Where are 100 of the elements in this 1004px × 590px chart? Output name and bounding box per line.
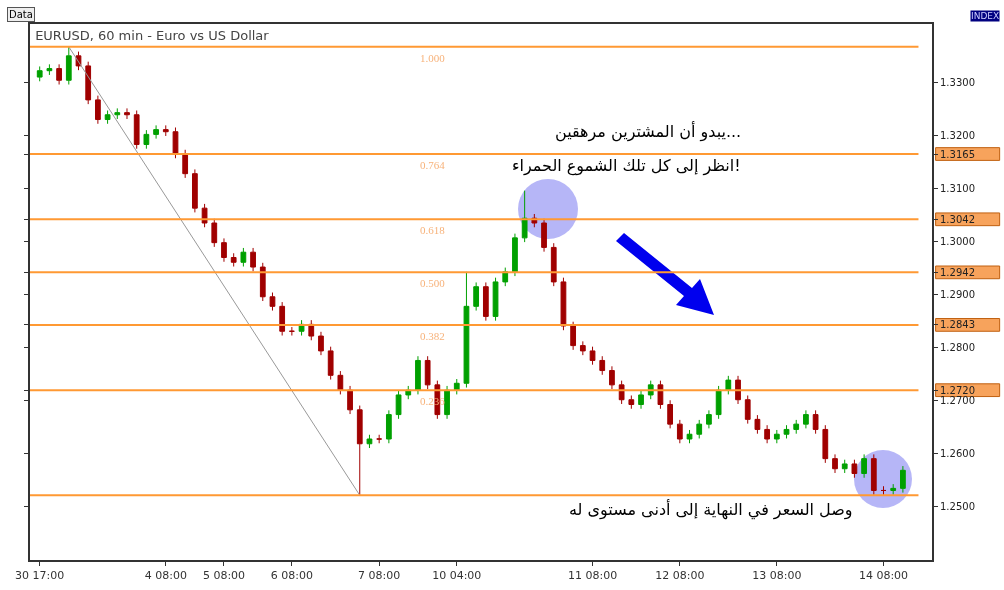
y-tick-label: 1.3042 — [940, 213, 975, 225]
candlestick — [841, 459, 848, 474]
candlestick — [803, 409, 809, 429]
candlestick — [172, 126, 179, 159]
x-tick-label: 11 08:00 — [567, 569, 618, 583]
candlestick — [579, 340, 586, 356]
annotation: 1.000 — [420, 52, 446, 64]
candlestick — [46, 63, 53, 76]
candlestick — [754, 414, 761, 435]
candlestick — [715, 385, 722, 420]
y-tick-label: 1.2800 — [940, 342, 975, 354]
chart-title: EURUSD, 60 min - Euro vs US Dollar — [35, 27, 270, 43]
candlestick — [162, 124, 169, 137]
y-tick-label: 1.2900 — [940, 289, 975, 301]
candlestick — [512, 233, 518, 277]
candlestick — [318, 331, 324, 356]
candlestick — [463, 271, 470, 389]
candlestick — [124, 107, 130, 120]
candlestick — [211, 218, 218, 248]
candlestick — [182, 149, 189, 179]
candlestick — [473, 281, 480, 312]
y-tick-label: 1.3200 — [940, 129, 975, 141]
annotation: 0.500 — [420, 277, 446, 289]
text: Data — [9, 9, 33, 20]
candlestick — [773, 429, 780, 444]
candlestick — [706, 409, 712, 429]
candlestick — [153, 124, 159, 140]
y-tick-label: 1.3100 — [940, 183, 975, 195]
x-tick-label: 14 08:00 — [858, 569, 909, 583]
candlestick — [686, 429, 693, 444]
candlestick — [880, 485, 887, 496]
candlestick — [492, 277, 499, 322]
candlestick — [870, 453, 877, 496]
candlestick — [56, 63, 62, 85]
candlestick — [657, 380, 664, 410]
y-tick-label: 1.2942 — [940, 266, 975, 278]
y-tick-label: 1.3000 — [940, 236, 975, 248]
text: INDEX — [971, 11, 1000, 21]
candlestick — [347, 385, 353, 415]
candlestick — [812, 409, 819, 435]
x-tick-label: 7 08:00 — [358, 569, 401, 583]
candlestick — [444, 385, 450, 420]
candlestick — [415, 355, 421, 395]
candlestick — [114, 107, 121, 120]
candlestick — [424, 355, 431, 390]
candlestick — [676, 419, 683, 444]
candlestick — [85, 61, 92, 105]
candlestick — [851, 459, 858, 479]
x-tick-label: 12 08:00 — [655, 569, 705, 583]
annotation: يبدو أن المشترين مرهقين... — [555, 121, 742, 142]
candlestick — [395, 390, 402, 420]
candlestick — [104, 110, 111, 125]
y-tick-label: 1.3300 — [940, 76, 975, 88]
candlestick — [560, 277, 567, 331]
candlestick — [832, 453, 838, 474]
candlestick — [609, 365, 615, 390]
candlestick — [764, 424, 770, 444]
x-tick-label: 10 04:00 — [432, 569, 482, 583]
candlestick — [143, 129, 150, 150]
x-tick-label: 5 08:00 — [202, 569, 246, 583]
candlestick — [192, 168, 198, 213]
candlestick — [570, 321, 577, 351]
candlestick — [589, 346, 596, 366]
candlestick — [327, 346, 334, 381]
candlestick — [735, 375, 741, 405]
candlestick — [337, 370, 344, 395]
candlestick — [502, 267, 509, 287]
candlestick — [288, 326, 295, 337]
candlestick — [385, 409, 392, 444]
candlestick — [667, 399, 674, 429]
candlestick — [221, 237, 227, 263]
x-tick-label: 30 17:00 — [15, 569, 65, 583]
y-tick-label: 1.2500 — [940, 501, 975, 513]
candlestick — [36, 65, 43, 82]
annotation: انظر إلى كل تلك الشموع الحمراء! — [512, 156, 741, 176]
candlestick — [793, 419, 800, 435]
x-tick-label: 6 08:00 — [270, 569, 313, 583]
candlestick — [783, 424, 790, 439]
candlestick — [279, 301, 286, 337]
x-tick-label: 4 08:00 — [144, 569, 187, 583]
candlestick — [482, 281, 489, 322]
candlestick — [725, 375, 732, 395]
candlestick — [65, 46, 72, 85]
candlestick — [259, 262, 266, 302]
annotation: 0.382 — [420, 330, 445, 342]
candlestick — [696, 419, 703, 439]
annotation: وصل السعر في النهاية إلى أدنى مستوى له — [569, 499, 853, 520]
y-tick-label: 1.3165 — [940, 148, 975, 160]
candlestick — [638, 390, 644, 410]
candlestick — [822, 424, 829, 464]
y-tick-label: 1.2600 — [940, 448, 975, 460]
candlestick — [250, 247, 256, 272]
candlestick — [900, 465, 906, 494]
candlestick — [628, 394, 635, 410]
y-tick-label: 1.2720 — [940, 384, 975, 396]
candlestick — [521, 190, 528, 243]
candlestick — [599, 355, 606, 376]
candlestick — [95, 95, 101, 125]
candlestick — [269, 292, 276, 312]
y-tick-label: 1.2843 — [940, 319, 975, 331]
